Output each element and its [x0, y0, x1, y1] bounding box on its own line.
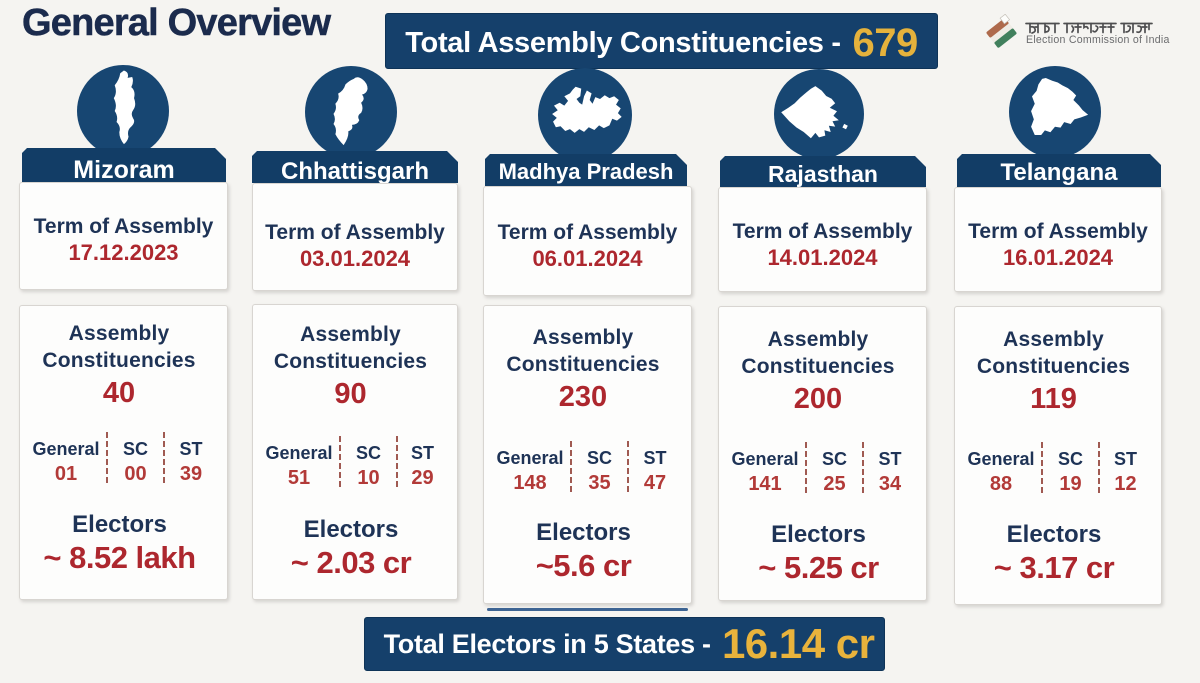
svg-text:Election Commission of India: Election Commission of India	[1026, 34, 1170, 46]
